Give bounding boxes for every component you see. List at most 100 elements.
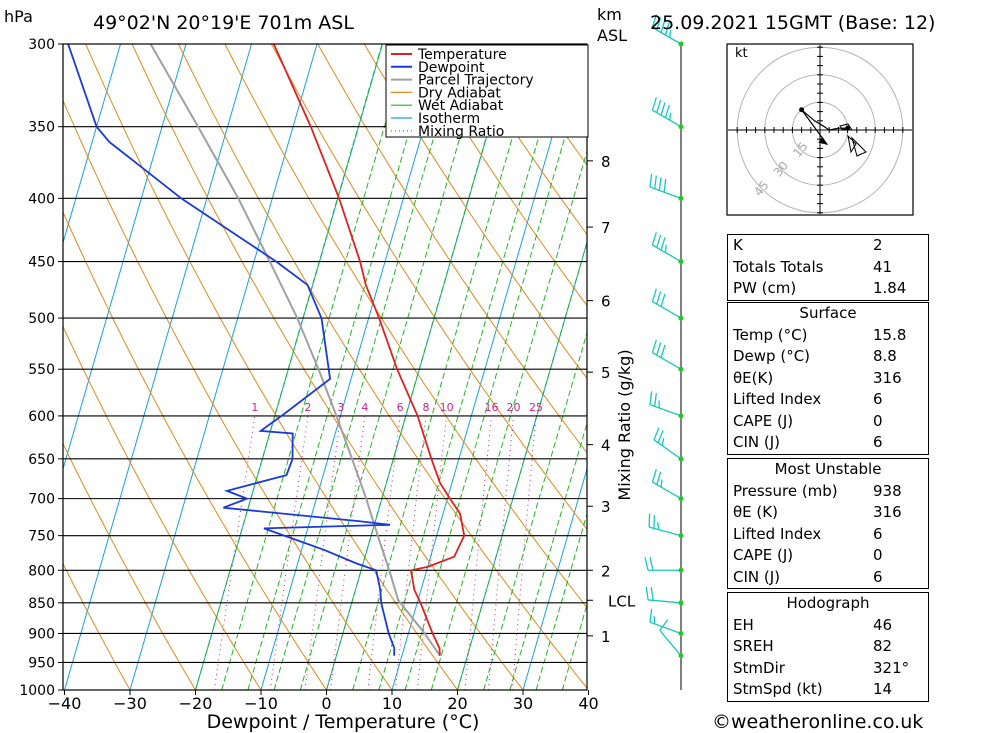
mixing-ratio-label: 8 (422, 401, 429, 414)
isotherm-line (129, 44, 318, 690)
legend-label: Dewpoint (418, 60, 485, 76)
pressure-tick-label: 850 (28, 596, 55, 612)
mixing-ratio-line (269, 415, 309, 690)
wet-adiabat-line (352, 44, 540, 690)
legend-box (385, 44, 589, 138)
wet-adiabat-line (404, 59, 587, 690)
wind-barb-flag (660, 102, 666, 116)
index-label: PW (cm) (733, 279, 797, 297)
hodo-label: EH (733, 615, 754, 634)
wind-barb-flag (645, 586, 649, 601)
hodo-row: StmSpd (kt) 14 (728, 679, 928, 701)
wind-barb-flag (644, 557, 649, 571)
pressure-tick-label: 500 (28, 311, 55, 327)
wind-level-dot (678, 533, 684, 539)
surface-label: Dewp (°C) (733, 347, 811, 365)
wind-barb-flag (650, 587, 654, 601)
wind-barb-flag (660, 344, 666, 358)
surface-row: Temp (°C) 15.8 (728, 325, 928, 347)
mu-row: CIN (J) 6 (728, 567, 928, 589)
wind-barb-flag (649, 173, 653, 188)
height-tick-label: LCL (608, 592, 636, 610)
mu-value: 6 (873, 567, 883, 586)
wind-barb-flag (651, 232, 657, 246)
temperature-tick-label: 30 (513, 694, 533, 713)
hodo-row: SREH 82 (728, 636, 928, 658)
mu-row: Pressure (mb) 938 (728, 481, 928, 503)
mixing-ratio-line (304, 415, 342, 690)
legend-label: Isotherm (418, 111, 480, 127)
wind-barb-flag (651, 97, 657, 111)
wind-barb-shaft (652, 26, 682, 45)
mu-value: 0 (873, 546, 883, 564)
mixing-ratio-axis-title: Mixing Ratio (g/kg) (615, 349, 634, 500)
storm-motion-arrowhead (818, 136, 828, 145)
dry-adiabat-line (456, 44, 587, 236)
most-unstable-title: Most Unstable (774, 460, 882, 478)
pressure-tick-label: 750 (28, 529, 55, 545)
wind-barb-shaft (648, 526, 682, 537)
site-link[interactable]: weatheronline.co.uk (731, 711, 924, 733)
wind-barb-shaft (649, 404, 682, 417)
height-unit-asl: ASL (597, 26, 627, 45)
wet-adiabat-line (378, 44, 567, 690)
mu-label: Lifted Index (733, 524, 822, 543)
wind-barb-flag (656, 291, 662, 305)
height-tick-label: 3 (601, 498, 611, 516)
wind-barb-flag (651, 469, 657, 483)
pressure-tick-label: 400 (28, 191, 55, 207)
legend-label: Wet Adiabat (418, 98, 504, 114)
hodograph-params-title: Hodograph (786, 594, 870, 612)
wind-barb-shaft (649, 186, 682, 199)
wind-barb-flag (649, 557, 654, 571)
wind-barb-shaft (652, 301, 682, 319)
mixing-ratio-label: 3 (337, 401, 344, 414)
surface-label: CIN (J) (733, 433, 781, 451)
profile-lines (67, 44, 466, 657)
wind-barb-flag (658, 177, 662, 191)
pressure-unit-label: hPa (4, 7, 33, 26)
surface-label: θE(K) (733, 368, 774, 387)
wind-barb-flag (657, 430, 664, 444)
wet-adiabat-line (273, 44, 462, 690)
hodo-value: 82 (873, 637, 893, 655)
index-row-totals: Totals Totals 41 (728, 257, 928, 279)
height-tick-label: 2 (601, 562, 611, 580)
surface-title: Surface (799, 304, 857, 322)
pressure-tick-label: 600 (28, 409, 55, 425)
surface-row: CAPE (J) 0 (728, 411, 928, 433)
plot-frame (62, 43, 588, 691)
pressure-tick-label: 950 (28, 655, 55, 671)
wind-level-dot (678, 195, 684, 201)
dry-adiabat-line (63, 562, 131, 690)
mu-value: 938 (873, 481, 902, 500)
wind-barb-flag (656, 99, 662, 113)
legend-label: Mixing Ratio (418, 124, 504, 140)
dry-adiabat-line (178, 44, 587, 689)
surface-row: Lifted Index 6 (728, 389, 928, 411)
hodo-row: StmDir 321° (728, 658, 928, 680)
wind-level-dot (678, 653, 684, 659)
hodo-value: 14 (873, 680, 893, 698)
isotherm-line (64, 44, 252, 690)
wind-level-dot (678, 315, 684, 321)
wind-barb-flag (651, 288, 657, 302)
index-row-pw: PW (cm) 1.84 (728, 278, 928, 300)
isotherm-line (391, 44, 580, 690)
pressure-tick-label: 650 (28, 452, 55, 468)
wet-adiabat-line (247, 44, 435, 690)
height-tick-label: 4 (601, 437, 611, 455)
dewpoint-line (67, 44, 396, 656)
surface-value: 0 (873, 411, 883, 430)
mixing-ratio-label: 20 (507, 401, 521, 414)
wind-level-dot (678, 456, 684, 462)
temperature-tick-label: −30 (113, 694, 147, 713)
footer-credit[interactable]: ©weatheronline.co.uk (712, 711, 923, 733)
pressure-tick-label: 700 (28, 492, 55, 508)
height-tick-label: 8 (601, 153, 611, 171)
wind-level-dot (678, 366, 684, 372)
mu-label: CIN (J) (733, 567, 781, 586)
wind-barb-flag (660, 19, 666, 33)
wind-barb-flag (664, 22, 670, 36)
